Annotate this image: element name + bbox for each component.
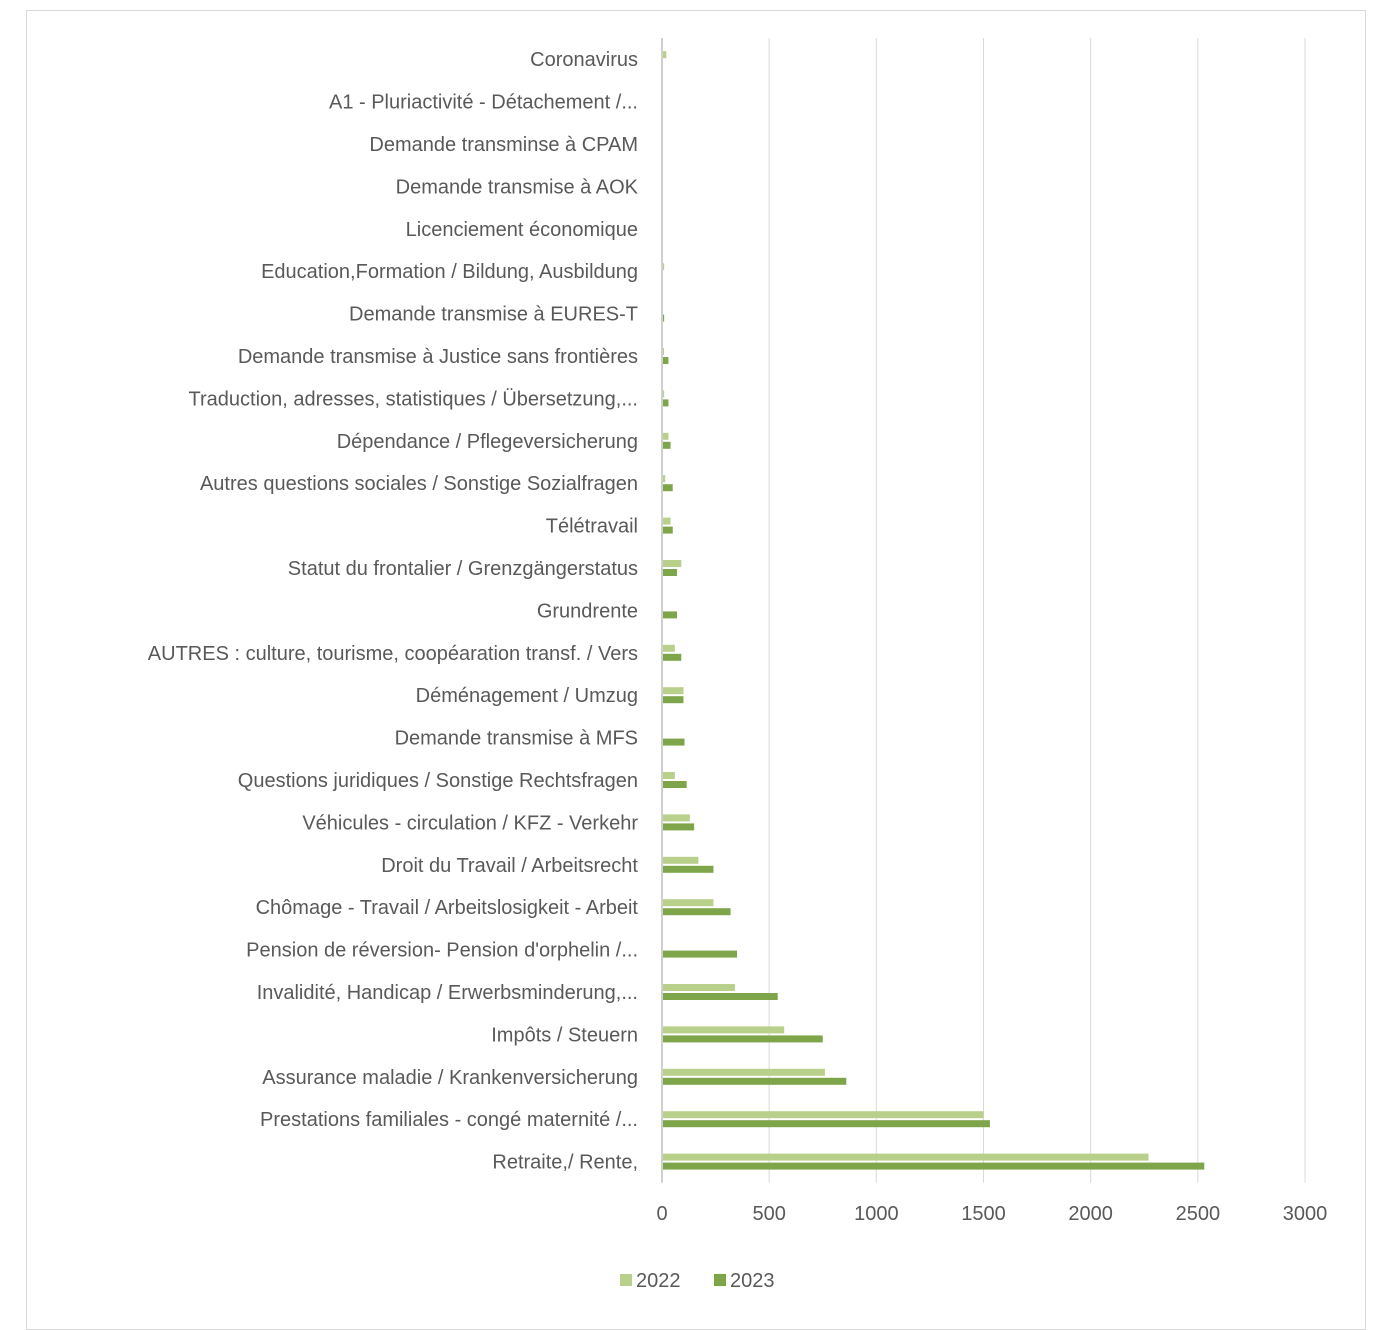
bar-2023 bbox=[663, 484, 673, 492]
category-label: Retraite,/ Rente, bbox=[492, 1152, 638, 1174]
bar-2022 bbox=[663, 51, 667, 59]
bar-2022 bbox=[663, 263, 665, 271]
gridlines bbox=[768, 38, 1306, 1183]
category-label: Impôts / Steuern bbox=[491, 1024, 638, 1046]
category-label: Demande transmise à EURES-T bbox=[349, 304, 638, 326]
bar-2023 bbox=[663, 865, 714, 873]
bar-2022 bbox=[663, 856, 699, 864]
x-tick-label: 2000 bbox=[1068, 1203, 1113, 1225]
bar-2022 bbox=[663, 348, 664, 355]
bar-2023 bbox=[663, 569, 678, 576]
category-label: Pension de réversion- Pension d'orphelin… bbox=[246, 940, 638, 962]
category-label: AUTRES : culture, tourisme, coopéaration… bbox=[148, 643, 638, 665]
bar-2023 bbox=[663, 1035, 823, 1043]
bar-2022 bbox=[663, 1068, 825, 1076]
x-tick-label: 3000 bbox=[1283, 1203, 1328, 1225]
x-tick-label: 500 bbox=[752, 1203, 785, 1225]
category-label: A1 - Pluriactivité - Détachement /... bbox=[329, 92, 638, 114]
bar-2023 bbox=[663, 611, 678, 619]
legend-swatch-2022 bbox=[620, 1274, 632, 1286]
bar-2022 bbox=[663, 390, 665, 398]
bar-2023 bbox=[663, 399, 669, 407]
bar-2023 bbox=[663, 1120, 990, 1128]
bar-2023 bbox=[663, 1162, 1205, 1170]
category-label: Demande transmise à MFS bbox=[395, 728, 638, 750]
category-label: Questions juridiques / Sonstige Rechtsfr… bbox=[238, 770, 638, 792]
bar-2022 bbox=[663, 814, 690, 822]
x-tick-label: 1500 bbox=[961, 1203, 1006, 1225]
bar-2022 bbox=[663, 475, 666, 483]
bar-2023 bbox=[663, 823, 695, 831]
category-label: Invalidité, Handicap / Erwerbsminderung,… bbox=[257, 982, 638, 1004]
category-label: Demande transmise à AOK bbox=[396, 176, 639, 198]
legend-label: 2023 bbox=[730, 1270, 775, 1292]
category-label: Traduction, adresses, statistiques / Übe… bbox=[189, 388, 638, 410]
bar-2023 bbox=[663, 357, 669, 364]
x-tick-label: 0 bbox=[656, 1203, 667, 1225]
category-label: Grundrente bbox=[537, 600, 638, 622]
bar-2022 bbox=[663, 517, 671, 525]
category-label: Assurance maladie / Krankenversicherung bbox=[262, 1067, 638, 1089]
chart-frame bbox=[26, 10, 1366, 1330]
category-label: Education,Formation / Bildung, Ausbildun… bbox=[261, 261, 638, 283]
tick-labels: 0 500 1000 1500 2000 2500 3000 bbox=[656, 1203, 1327, 1225]
category-label: Véhicules - circulation / KFZ - Verkehr bbox=[302, 812, 638, 834]
bar-2023 bbox=[663, 696, 684, 704]
bar-2022 bbox=[663, 1153, 1149, 1161]
bar-2022 bbox=[663, 1026, 785, 1034]
bar-2022 bbox=[663, 687, 684, 695]
bar-2022 bbox=[663, 1111, 984, 1119]
category-label: Demande transminse à CPAM bbox=[369, 134, 638, 156]
bars bbox=[663, 51, 1205, 1170]
bar-2022 bbox=[663, 772, 675, 779]
x-tick-label: 2500 bbox=[1176, 1203, 1221, 1225]
category-label: Dépendance / Pflegeversicherung bbox=[337, 431, 638, 453]
category-label: Autres questions sociales / Sonstige Soz… bbox=[200, 473, 638, 495]
legend: 2022 2023 bbox=[620, 1270, 775, 1292]
category-label: Chômage - Travail / Arbeitslosigkeit - A… bbox=[256, 897, 639, 919]
category-labels: Coronavirus A1 - Pluriactivité - Détachem… bbox=[148, 49, 639, 1173]
legend-label: 2022 bbox=[636, 1270, 681, 1292]
bar-2022 bbox=[663, 560, 682, 567]
x-tick-label: 1000 bbox=[854, 1203, 899, 1225]
category-label: Demande transmise à Justice sans frontiè… bbox=[238, 346, 638, 368]
category-label: Télétravail bbox=[546, 516, 638, 538]
category-label: Déménagement / Umzug bbox=[416, 685, 638, 707]
bar-2022 bbox=[663, 432, 669, 440]
bar-2022 bbox=[663, 984, 735, 991]
bar-2022 bbox=[663, 644, 675, 652]
category-label: Droit du Travail / Arbeitsrecht bbox=[381, 855, 638, 877]
legend-swatch-2023 bbox=[714, 1274, 726, 1286]
bar-2023 bbox=[663, 781, 687, 788]
bar-2023 bbox=[663, 738, 685, 746]
bar-2023 bbox=[663, 1077, 847, 1085]
bar-2022 bbox=[663, 899, 714, 907]
bar-2023 bbox=[663, 993, 778, 1000]
category-label: Statut du frontalier / Grenzgängerstatus bbox=[288, 558, 638, 580]
bar-2023 bbox=[663, 908, 731, 916]
bar-2023 bbox=[663, 314, 665, 322]
bar-2023 bbox=[663, 441, 671, 449]
bar-2023 bbox=[663, 653, 682, 661]
category-label: Prestations familiales - congé maternité… bbox=[260, 1109, 638, 1131]
category-label: Coronavirus bbox=[530, 49, 638, 71]
category-label: Licenciement économique bbox=[406, 219, 638, 241]
bar-2023 bbox=[663, 950, 738, 958]
bar-2023 bbox=[663, 526, 673, 534]
